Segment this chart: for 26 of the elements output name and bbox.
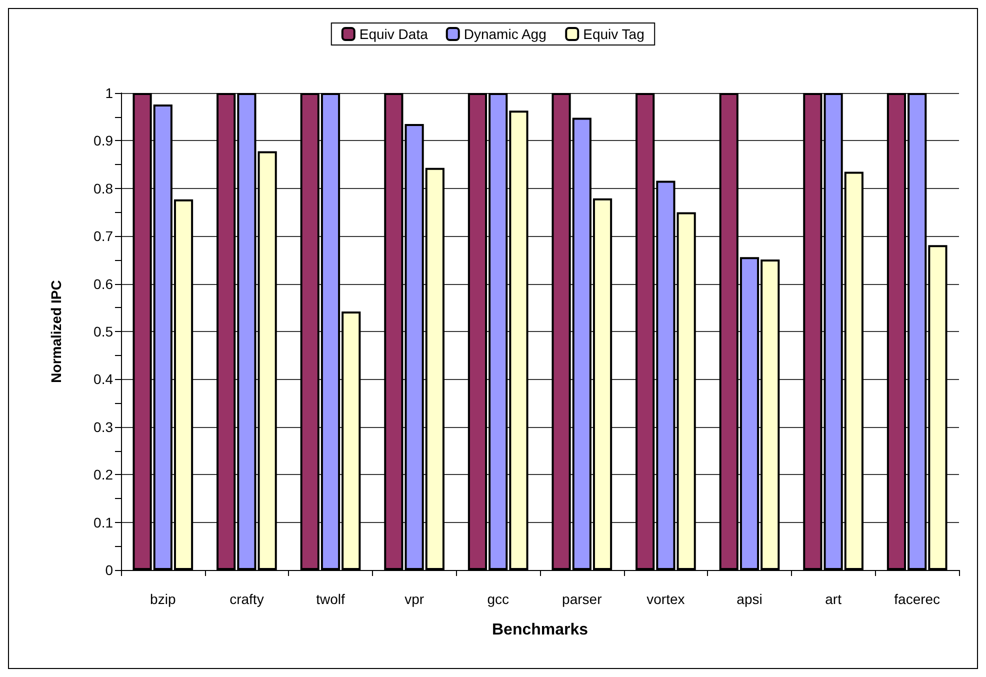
x-tick-label: bzip xyxy=(150,591,176,607)
y-axis-title: Normalized IPC xyxy=(48,280,64,383)
y-tick-label: 0.2 xyxy=(94,466,114,483)
x-tick-label: vortex xyxy=(646,591,685,607)
y-tick-label: 0.7 xyxy=(94,228,114,244)
legend-label: Dynamic Agg xyxy=(464,26,546,42)
y-tick-label: 0.4 xyxy=(94,371,114,388)
y-tick-label: 0 xyxy=(105,562,114,578)
x-tick-label: twolf xyxy=(316,591,345,607)
x-tick-label: facerec xyxy=(894,591,940,607)
legend-label: Equiv Tag xyxy=(583,26,644,42)
x-tick-label: apsi xyxy=(736,591,762,607)
x-tick-label: gcc xyxy=(487,591,509,607)
x-axis-title: Benchmarks xyxy=(492,622,588,638)
legend-label: Equiv Data xyxy=(359,26,428,42)
x-tick-label: art xyxy=(825,591,842,607)
y-tick-label: 1 xyxy=(105,85,114,101)
x-tick-label: vpr xyxy=(404,591,424,607)
x-tick-label: crafty xyxy=(230,591,264,607)
y-tick-label: 0.6 xyxy=(94,276,114,292)
y-tick-label: 0.5 xyxy=(94,324,114,340)
y-tick-label: 0.9 xyxy=(94,132,114,149)
y-tick-label: 0.1 xyxy=(94,514,114,530)
y-tick-label: 0.3 xyxy=(94,418,114,435)
y-tick-label: 0.8 xyxy=(94,180,114,196)
x-tick-label: parser xyxy=(562,591,602,607)
